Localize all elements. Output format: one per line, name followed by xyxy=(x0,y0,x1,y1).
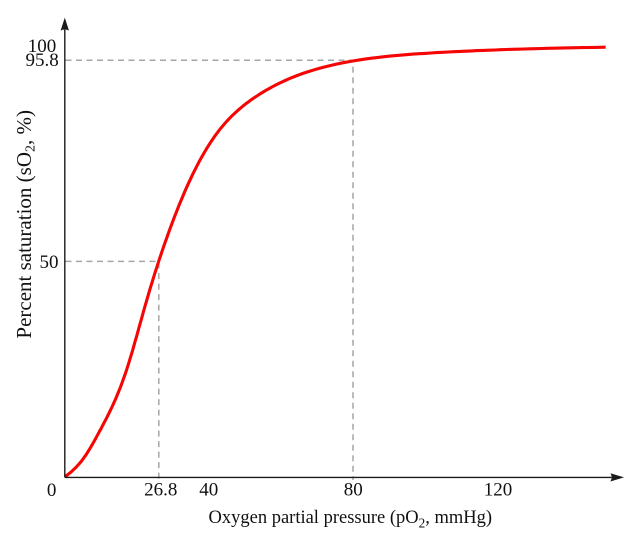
svg-text:Oxygen partial pressure (pO2,: Oxygen partial pressure (pO2, mmHg) xyxy=(209,508,493,531)
svg-text:0: 0 xyxy=(47,480,57,501)
svg-text:100: 100 xyxy=(28,36,57,57)
svg-text:40: 40 xyxy=(199,480,218,501)
svg-text:80: 80 xyxy=(344,480,363,501)
svg-text:Percent saturation (sO2, %): Percent saturation (sO2, %) xyxy=(12,110,39,339)
svg-text:120: 120 xyxy=(484,480,513,501)
svg-text:95.8: 95.8 xyxy=(26,50,59,71)
svg-text:50: 50 xyxy=(40,252,59,273)
svg-text:26.8: 26.8 xyxy=(144,480,177,501)
